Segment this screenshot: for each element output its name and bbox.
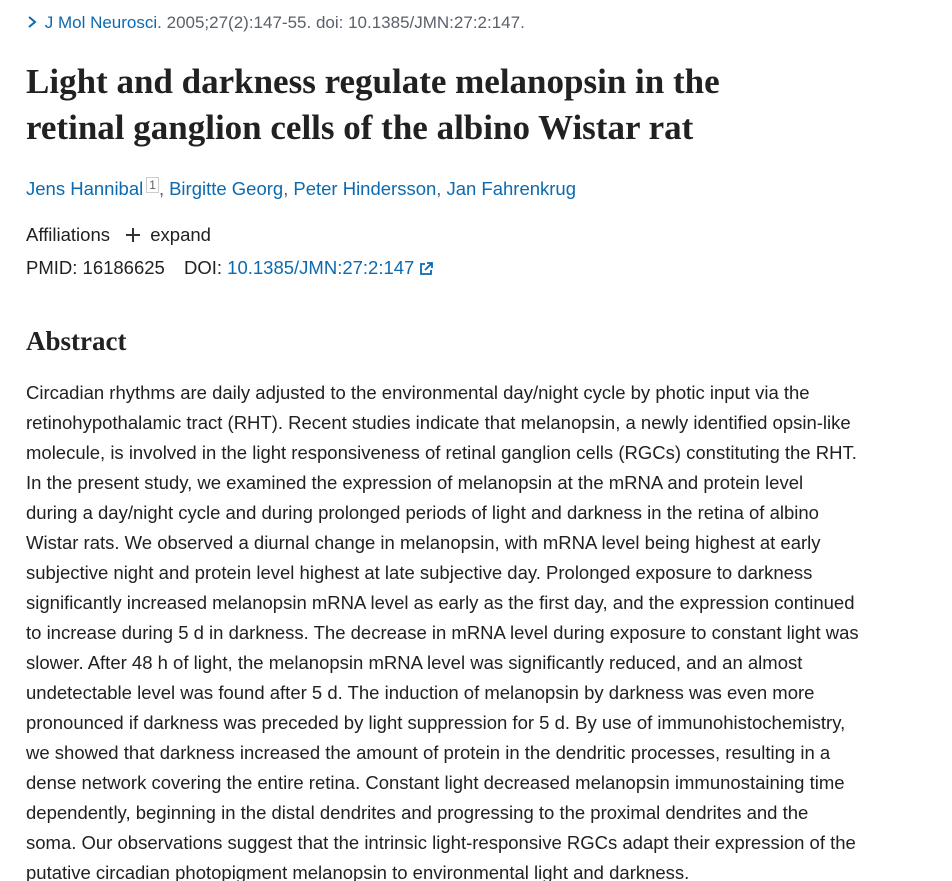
- abstract-line: Circadian rhythms are daily adjusted to …: [26, 382, 810, 403]
- affiliation-number[interactable]: 1: [146, 177, 159, 193]
- abstract-line: dense network covering the entire retina…: [26, 772, 845, 793]
- abstract-line: to increase during 5 d in darkness. The …: [26, 622, 859, 643]
- authors: Jens Hannibal 1, Birgitte Georg, Peter Hind…: [26, 177, 577, 200]
- abstract-line: In the present study, we examined the ex…: [26, 472, 804, 493]
- author-name[interactable]: Jens Hannibal: [26, 178, 144, 199]
- pmid: 16186625: [82, 257, 165, 278]
- pmid-label: PMID:: [26, 257, 78, 278]
- author-separator: ,: [158, 178, 165, 199]
- author-name[interactable]: Jan Fahrenkrug: [446, 178, 577, 199]
- abstract-line: Wistar rats. We observed a diurnal chang…: [26, 532, 821, 553]
- abstract-line: undetectable level was found after 5 d. …: [26, 682, 815, 703]
- author-name[interactable]: Peter Hindersson: [293, 178, 437, 199]
- external-link-icon: [420, 262, 434, 275]
- abstract-line: molecule, is involved in the light respo…: [26, 442, 857, 463]
- abstract-line: retinohypothalamic tract (RHT). Recent s…: [26, 412, 851, 433]
- expand-toggle[interactable]: expand: [150, 224, 211, 245]
- abstract-line: putative circadian photopigment melanops…: [26, 862, 690, 881]
- title-line: Light and darkness regulate melanopsin i…: [26, 62, 720, 101]
- abstract-line: subjective night and protein level highe…: [26, 562, 813, 583]
- abstract-line: significantly increased melanopsin mRNA …: [26, 592, 855, 613]
- abstract-line: slower. After 48 h of light, the melanop…: [26, 652, 803, 673]
- abstract-line: pronounced if darkness was preceded by l…: [26, 712, 846, 733]
- abstract-line: dependently, beginning in the distal den…: [26, 802, 809, 823]
- plus-icon[interactable]: [125, 227, 141, 243]
- title-line: retinal ganglion cells of the albino Wis…: [26, 108, 694, 147]
- abstract-line: soma. Our observations suggest that the …: [26, 832, 856, 853]
- affiliations: Affiliations expand: [26, 224, 211, 246]
- abstract-text: Circadian rhythms are daily adjusted to …: [26, 378, 859, 881]
- identifiers: PMID: 16186625 DOI: 10.1385/JMN:27:2:147: [26, 257, 434, 279]
- author-separator: ,: [283, 178, 289, 199]
- citation-details: 2005;27(2):147-55. doi: 10.1385/JMN:27:2…: [166, 13, 525, 32]
- author-separator: ,: [436, 178, 442, 199]
- journal-link[interactable]: J Mol Neurosci.: [44, 13, 162, 32]
- abstract-line: we showed that darkness increased the am…: [26, 742, 831, 763]
- citation: J Mol Neurosci. 2005;27(2):147-55. doi: …: [26, 13, 525, 33]
- chevron-icon: [28, 16, 37, 28]
- doi-link[interactable]: 10.1385/JMN:27:2:147: [227, 257, 415, 278]
- affiliations-label: Affiliations: [26, 224, 110, 245]
- abstract-heading: Abstract: [26, 326, 127, 356]
- author-name[interactable]: Birgitte Georg: [169, 178, 284, 199]
- abstract-line: during a day/night cycle and during prol…: [26, 502, 819, 523]
- doi-label: DOI:: [183, 257, 223, 278]
